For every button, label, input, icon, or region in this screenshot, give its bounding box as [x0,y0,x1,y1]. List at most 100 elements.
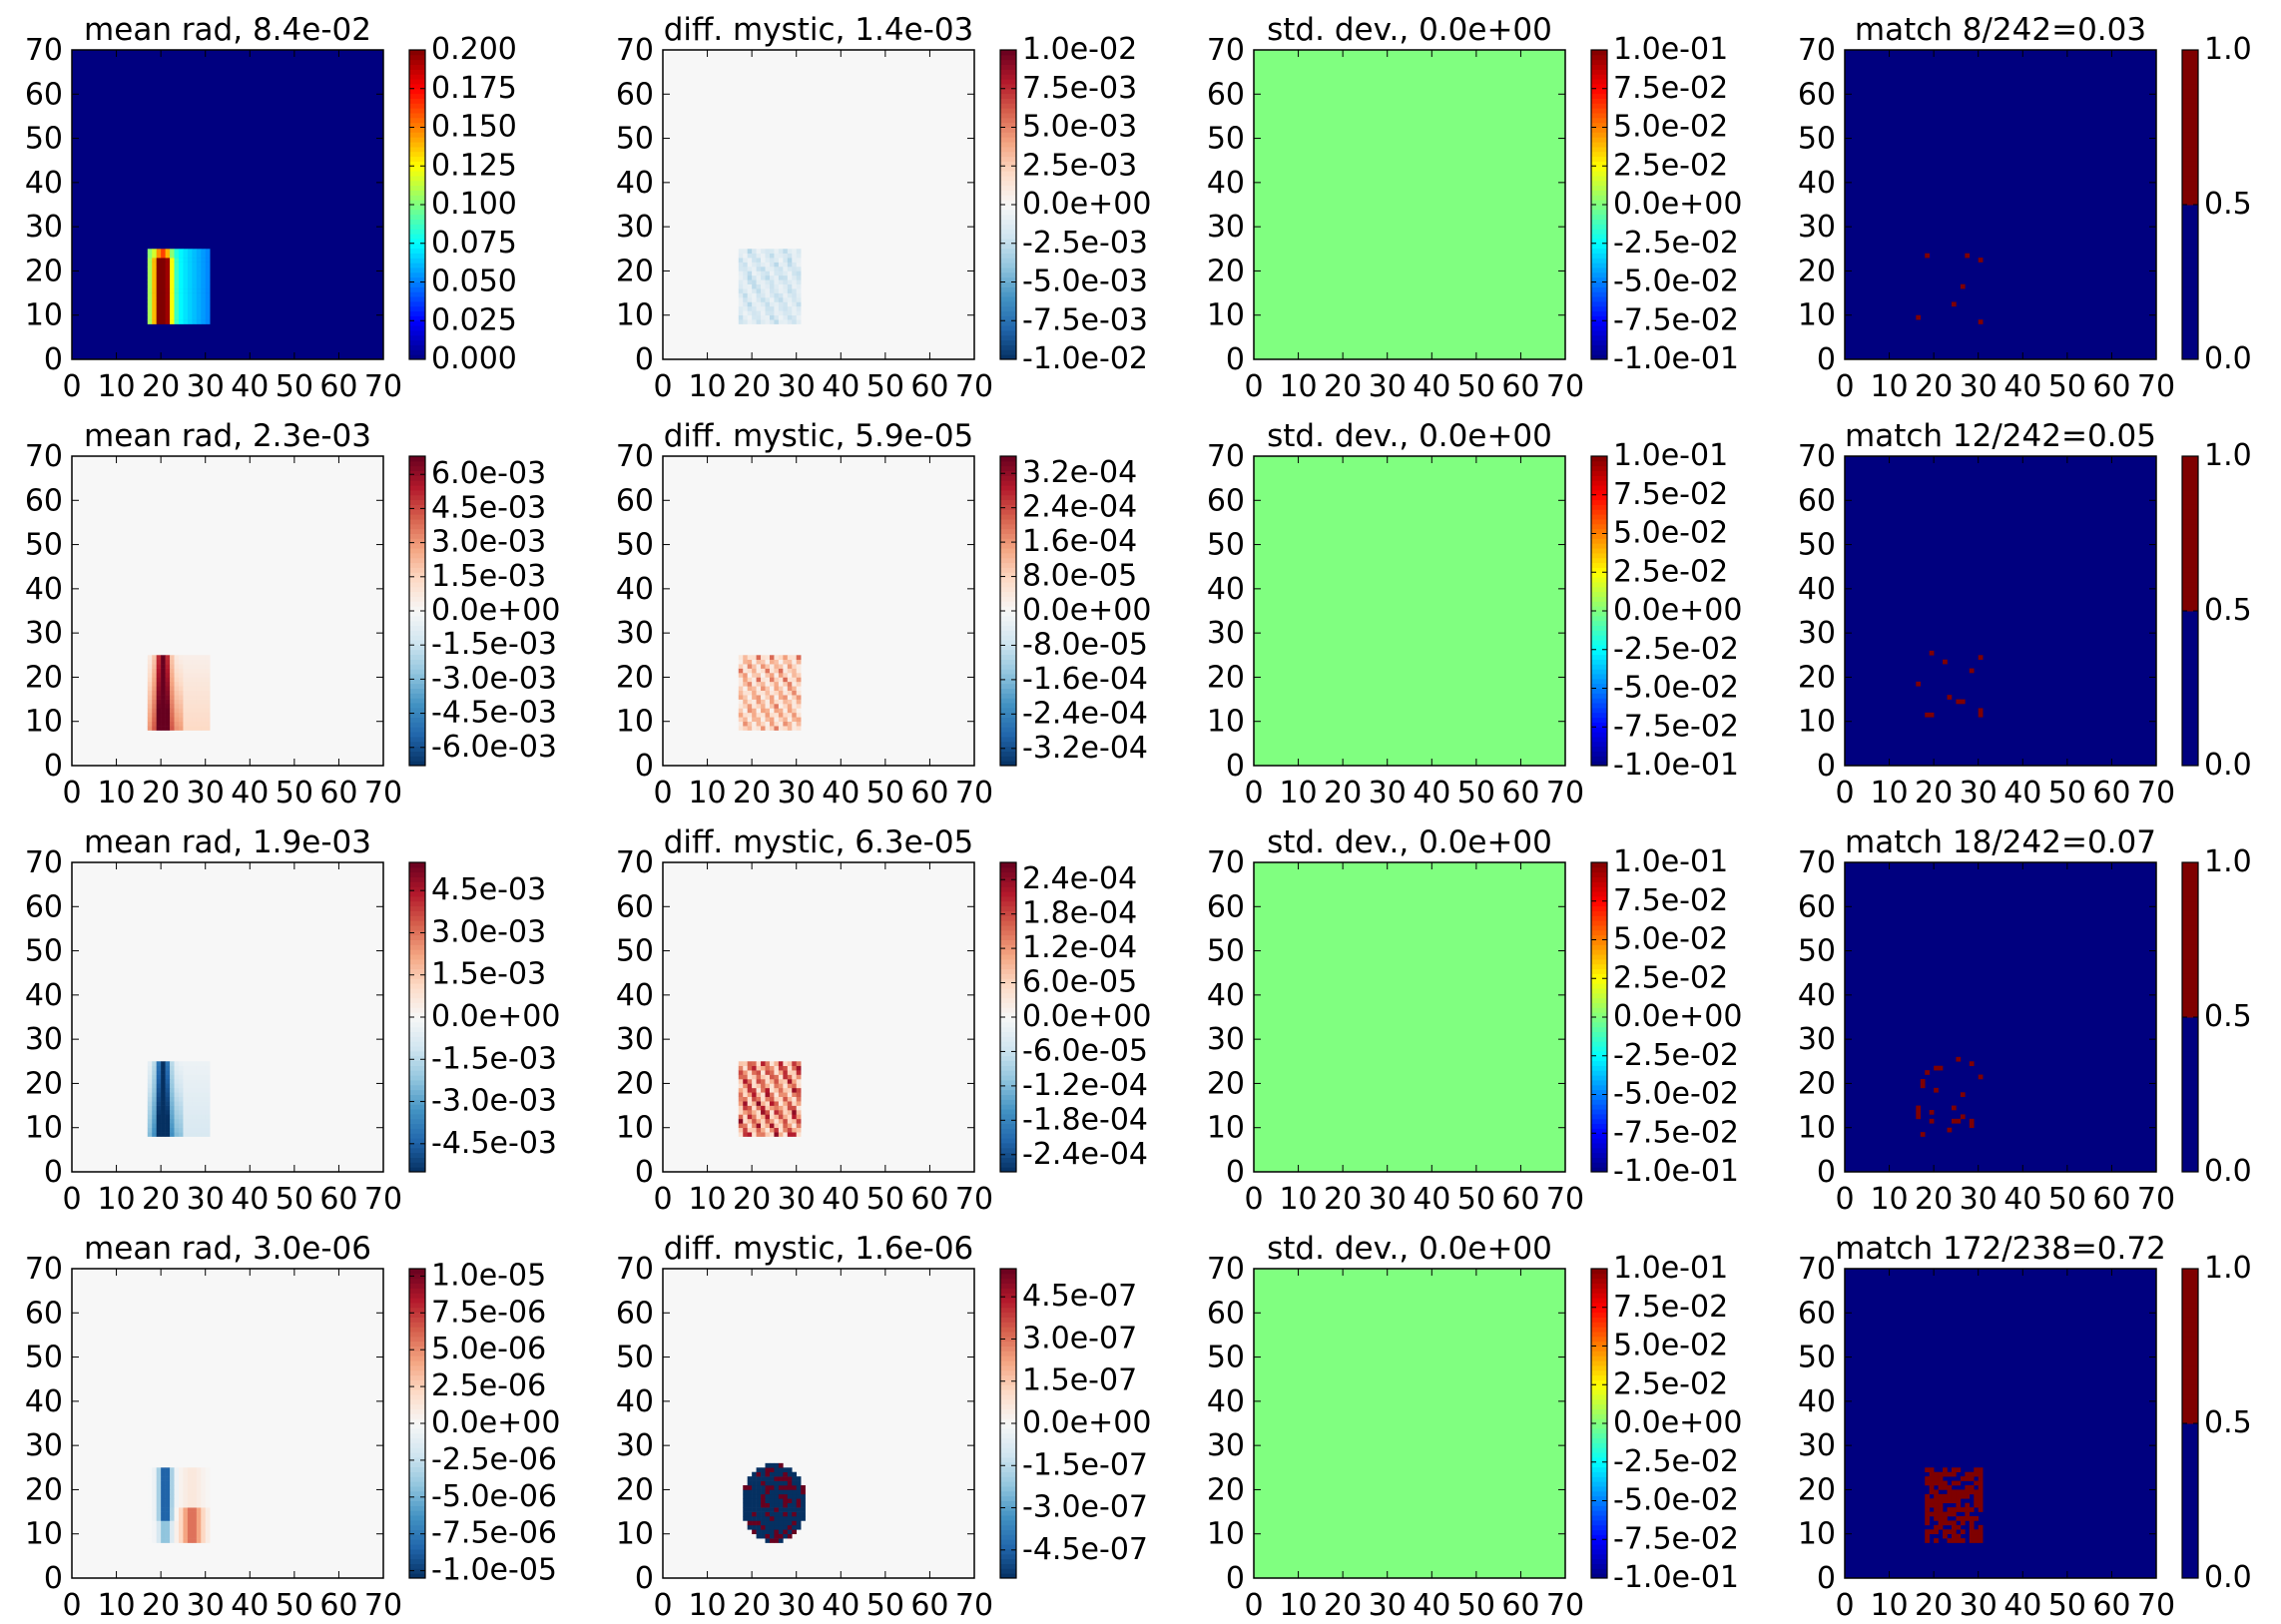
colorbar-segment [1000,756,1016,762]
heatmap-cell [765,712,771,718]
heatmap-cell [174,681,180,687]
heatmap-cell [1960,1489,1966,1495]
heatmap-cell [161,267,166,271]
y-tick-label: 30 [1207,1022,1245,1057]
heatmap-cell [752,267,757,271]
heatmap-cell [783,314,789,320]
heatmap-cell [765,1127,771,1133]
heatmap-cell [161,1516,166,1521]
colorbar-segment [1591,214,1607,221]
heatmap-cell [783,301,789,307]
heatmap-cell [170,1493,175,1499]
heatmap-cell [147,271,153,276]
colorbar-tick-label: 2.5e-06 [431,1368,546,1403]
heatmap-cell [738,1127,744,1133]
colorbar-segment [1591,69,1607,75]
heatmap-cell [205,668,211,674]
heatmap-cell [1960,1476,1966,1481]
colorbar-tick-label: -2.5e-06 [431,1442,557,1477]
colorbar-segment [1591,1331,1607,1338]
panel-title: std. dev., 0.0e+00 [1267,824,1552,860]
heatmap-cell [774,1127,780,1133]
x-tick-label: 0 [653,1182,672,1217]
heatmap-cell [201,258,207,263]
heatmap-cell [769,249,775,255]
colorbar-segment [2182,200,2198,206]
heatmap-cell [161,1079,166,1084]
y-tick-label: 0 [635,1155,654,1190]
heatmap-cell [196,262,202,268]
colorbar-segment [1591,693,1607,699]
colorbar-segment [1591,329,1607,336]
colorbar-tick-label: 0.0e+00 [431,593,560,628]
heatmap-cell [796,1096,802,1102]
colorbar-segment [1000,1075,1016,1081]
heatmap-cell [165,1074,171,1080]
colorbar-segment [2182,281,2198,287]
heatmap-background [663,862,974,1172]
heatmap-cell [778,283,784,289]
heatmap-cell [187,704,193,709]
heatmap-cell [1969,1471,1975,1477]
heatmap-cell [752,1480,757,1486]
heatmap-cell [752,305,757,311]
heatmap-cell [170,283,175,289]
y-tick-label: 10 [1798,298,1836,333]
y-tick-label: 70 [616,845,654,880]
heatmap-cell [183,253,189,259]
heatmap-cell [1960,1493,1966,1499]
heatmap-cell [778,695,784,700]
colorbar-segment [1591,717,1607,723]
heatmap-cell [147,1087,153,1093]
colorbar-segment [409,1060,425,1066]
y-tick-label: 70 [25,845,63,880]
heatmap-cell [187,681,193,687]
axes-frame [662,861,975,1173]
heatmap-cell [192,267,198,271]
colorbar-segment [2182,934,2198,940]
colorbar-segment [409,1461,425,1468]
colorbar-segment [409,354,425,360]
heatmap-cell [747,1520,753,1526]
heatmap-cell [165,1087,171,1093]
heatmap-cell [769,704,775,709]
heatmap-cell [187,673,193,678]
heatmap-cell [205,699,211,705]
heatmap-cell [187,258,193,263]
heatmap-cell [152,1070,157,1075]
heatmap-cell [787,297,793,302]
heatmap-cell [1947,1471,1953,1477]
colorbar-segment [409,271,425,278]
heatmap-cell [765,1123,771,1129]
colorbar-segment [1000,669,1016,675]
heatmap-cell [152,1101,157,1106]
heatmap-cell [769,1529,775,1535]
heatmap-cell [192,258,198,263]
heatmap-cell [752,695,757,700]
heatmap-cell [796,699,802,705]
x-tick-label: 40 [2003,776,2041,811]
heatmap-cell [147,1476,153,1481]
colorbar-segment [1591,577,1607,583]
heatmap-cell [783,1524,789,1530]
colorbar-tick-label: 0.0e+00 [1613,187,1742,222]
colorbar-segment [1591,1418,1607,1424]
heatmap-cell [778,253,784,259]
heatmap-cell [783,283,789,289]
heatmap-cell [747,659,753,665]
colorbar-segment [409,1427,425,1434]
colorbar-segment [2182,1109,2198,1115]
heatmap-cell [761,314,766,320]
heatmap-cell [165,1493,171,1499]
heatmap-cell [147,1485,153,1490]
heatmap-cell [1969,1516,1975,1521]
heatmap-cell [1943,1485,1948,1490]
colorbar-segment [2182,480,2198,486]
axes-frame [1844,1268,2157,1579]
heatmap-cell [761,1087,766,1093]
colorbar-segment [2182,465,2198,472]
heatmap-cell [170,1524,175,1530]
colorbar-segment [2182,606,2198,612]
colorbar-segment [1000,678,1016,685]
heatmap-cell [152,708,157,714]
